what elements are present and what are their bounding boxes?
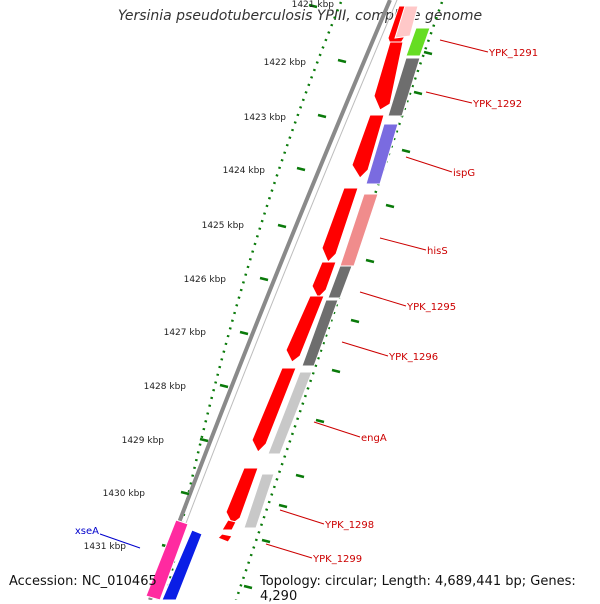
ruler-tick-label: 1426 kbp <box>184 275 227 285</box>
ruler-tick <box>278 503 288 509</box>
cds-block <box>351 114 385 179</box>
gene-label: YPK_1292 <box>472 99 522 110</box>
ruler-tick-label: 1429 kbp <box>122 436 165 446</box>
gene-block-magenta <box>145 519 189 600</box>
cds-block <box>221 519 237 531</box>
gene-block-gray-light <box>267 371 313 455</box>
ruler-tick <box>219 383 229 389</box>
gene-block-gray <box>327 265 353 299</box>
map-title: Yersinia pseudotuberculosis YPIII, compl… <box>117 8 483 24</box>
cds-block <box>311 261 337 299</box>
ruler-tick <box>365 258 375 264</box>
gene-label: YPK_1291 <box>488 48 538 59</box>
gene-leader-line <box>265 543 313 559</box>
gene-label: ispG <box>453 168 475 179</box>
ruler-tick-label: 1425 kbp <box>202 221 245 231</box>
ruler-tick <box>261 538 271 544</box>
gene-block-blue <box>161 529 203 600</box>
ruler-tick <box>401 148 411 154</box>
ruler-tick-label: 1423 kbp <box>244 113 287 123</box>
ruler-tick-label: 1421 kbp <box>292 0 335 10</box>
ruler-tick <box>180 490 190 496</box>
ruler-tick <box>315 418 325 424</box>
gene-leader-line <box>439 39 489 53</box>
ruler-tick <box>331 368 341 374</box>
ruler-tick <box>243 584 253 590</box>
ruler-tick <box>295 473 305 479</box>
gene-block-pink <box>339 193 379 267</box>
gene-leader-line <box>313 421 361 438</box>
ruler-tick <box>317 113 327 119</box>
gene-block-gray <box>301 299 339 367</box>
gene-label: engA <box>361 433 387 444</box>
genome-backbone <box>148 0 392 600</box>
ruler-tick <box>277 223 287 229</box>
ruler-tick <box>423 50 433 56</box>
cds-block <box>225 467 259 525</box>
gene-leader-line <box>279 509 325 525</box>
accession-text: Accession: NC_010465 <box>9 574 157 589</box>
ruler-tick <box>350 318 360 324</box>
ruler-tick-label: 1427 kbp <box>164 328 207 338</box>
gene-leader-line <box>425 91 473 104</box>
genome-backbone-inner <box>156 0 398 600</box>
ruler-tick <box>259 276 269 282</box>
cds-block <box>373 41 404 111</box>
cds-block <box>321 187 359 263</box>
gene-label: YPK_1296 <box>388 352 438 363</box>
ruler-tick <box>385 203 395 209</box>
ruler-tick <box>413 90 423 96</box>
ruler-tick-label: 1431 kbp <box>84 542 127 552</box>
gene-label: hisS <box>427 246 448 257</box>
gene-leader-line <box>99 533 141 549</box>
gene-block-purple <box>365 123 399 185</box>
gene-block-gray-light <box>243 473 275 529</box>
gene-label: YPK_1295 <box>406 302 456 313</box>
ruler-tick <box>308 3 318 9</box>
gene-block-pink-light <box>394 5 419 39</box>
gene-label: YPK_1299 <box>312 554 362 565</box>
ruler-tick-label: 1424 kbp <box>223 166 266 176</box>
cds-block <box>251 367 297 453</box>
gene-leader-line <box>405 156 453 173</box>
gene-label: YPK_1298 <box>324 520 374 531</box>
ruler-tick-label: 1428 kbp <box>144 382 187 392</box>
ruler-tick <box>199 437 209 443</box>
cds-block <box>285 295 325 363</box>
ruler-tick <box>296 166 306 172</box>
ruler-tick <box>337 58 347 64</box>
gene-leader-line <box>379 237 427 251</box>
ruler-dotted-arc-left <box>166 1 343 591</box>
gene-label: xseA <box>75 526 99 537</box>
ruler-tick <box>239 330 249 336</box>
gene-block-gray <box>387 57 421 117</box>
gene-leader-line <box>359 291 407 307</box>
gene-block-green <box>405 27 431 57</box>
cds-block <box>217 533 233 543</box>
ruler-tick-label: 1422 kbp <box>264 58 307 68</box>
ruler-tick-label: 1430 kbp <box>103 489 146 499</box>
gene-leader-line <box>341 341 389 357</box>
